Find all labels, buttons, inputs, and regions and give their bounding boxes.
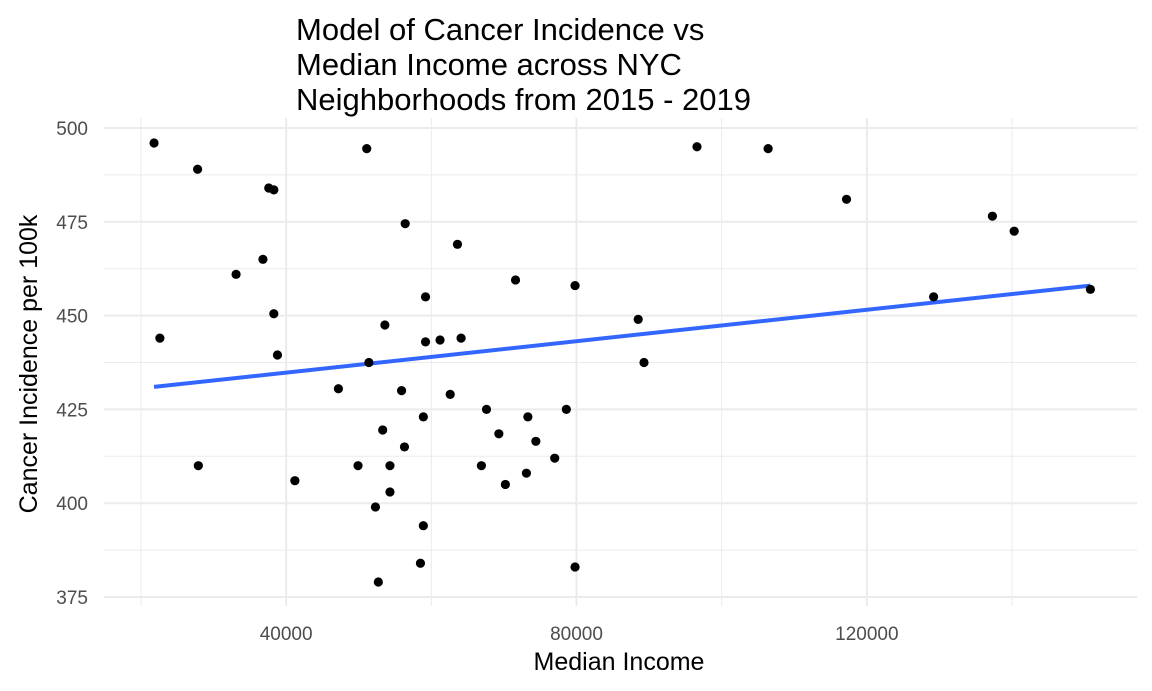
data-point xyxy=(193,461,203,471)
data-point xyxy=(290,476,300,486)
y-axis-title: Cancer Incidence per 100k xyxy=(15,214,43,513)
y-tick-label: 450 xyxy=(56,307,88,328)
data-point xyxy=(929,292,939,302)
data-point xyxy=(378,425,388,435)
data-point xyxy=(385,487,395,497)
data-point xyxy=(452,239,463,249)
data-point xyxy=(456,333,466,343)
data-point xyxy=(763,144,773,154)
data-point xyxy=(364,357,374,368)
data-point xyxy=(333,384,344,394)
data-point xyxy=(370,502,381,512)
data-point xyxy=(269,309,279,319)
regression-line xyxy=(153,283,1091,389)
data-point xyxy=(633,314,643,324)
data-point xyxy=(1009,226,1019,236)
data-point xyxy=(521,468,532,478)
data-point xyxy=(373,577,383,587)
data-point xyxy=(420,292,431,302)
data-point xyxy=(523,412,533,422)
data-point xyxy=(570,562,580,572)
grid-lines xyxy=(104,118,1137,606)
data-point xyxy=(272,350,283,360)
data-point xyxy=(561,404,571,414)
data-point xyxy=(510,275,521,285)
data-point xyxy=(500,479,510,490)
data-point xyxy=(494,429,504,439)
data-point xyxy=(353,461,363,471)
x-tick-label: 80000 xyxy=(550,624,603,645)
x-tick-label: 40000 xyxy=(260,624,313,645)
data-point xyxy=(418,412,428,422)
data-point xyxy=(418,521,428,531)
data-point xyxy=(1085,284,1095,294)
chart-title: Model of Cancer Incidence vs Median Inco… xyxy=(296,12,751,117)
data-point xyxy=(841,194,852,204)
data-point xyxy=(639,357,649,368)
x-tick-label: 120000 xyxy=(835,624,898,645)
data-point xyxy=(692,142,702,152)
data-point xyxy=(476,461,487,471)
data-point xyxy=(400,219,410,229)
data-point xyxy=(380,320,390,330)
data-point xyxy=(531,436,541,446)
y-tick-label: 400 xyxy=(56,494,88,515)
data-point xyxy=(385,461,395,471)
data-point xyxy=(396,386,407,396)
y-tick-label: 475 xyxy=(56,213,88,234)
data-point xyxy=(570,280,580,291)
data-point xyxy=(445,389,455,399)
tick-labels: 40000 80000 120000 375 400 425 450 475 500 xyxy=(56,119,898,645)
x-axis-title: Median Income xyxy=(534,648,705,676)
data-points xyxy=(149,138,1095,587)
y-tick-label: 375 xyxy=(56,588,88,609)
y-tick-label: 425 xyxy=(56,400,88,421)
data-point xyxy=(258,254,268,264)
regression-line-layer xyxy=(153,283,1091,389)
data-point xyxy=(420,337,431,347)
data-point xyxy=(399,442,410,452)
data-point xyxy=(269,185,279,195)
data-point xyxy=(155,333,165,343)
data-point xyxy=(987,211,998,221)
data-point xyxy=(415,558,426,568)
data-point xyxy=(149,138,159,148)
data-point xyxy=(435,335,445,345)
data-point xyxy=(193,164,203,174)
y-tick-label: 500 xyxy=(56,119,88,140)
data-point xyxy=(231,269,241,279)
data-point xyxy=(481,404,492,414)
data-point xyxy=(362,144,372,154)
data-point xyxy=(550,453,560,463)
